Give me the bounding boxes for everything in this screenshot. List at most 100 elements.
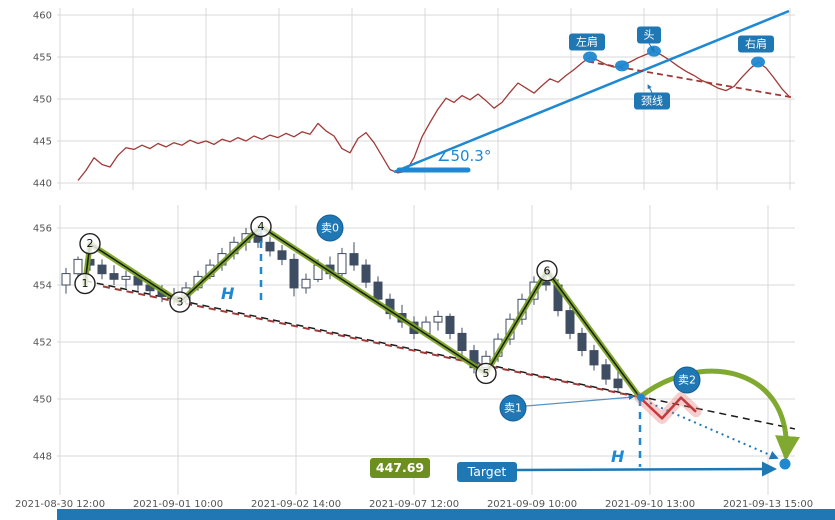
candle-body [361,264,371,283]
sell-1-marker-pointer [525,394,635,407]
head-label-pointer [648,43,655,52]
breakout-dot [637,393,645,402]
neckline-dashed-red [102,285,649,400]
y-tick-label: 450 [33,95,52,106]
neckline-label-text: 颈线 [641,94,663,108]
candle-body [373,281,383,300]
y-tick-label: 445 [33,137,52,148]
pivot-number: 1 [82,277,89,290]
projection-curve [637,368,800,461]
target-label: Target [457,462,517,482]
head-dot [647,45,661,57]
pivot-circle [250,215,272,238]
sell-1-marker-text: 卖1 [504,402,522,415]
y-tick-label: 448 [33,452,52,463]
y-tick-label: 450 [33,395,52,406]
pivot-circle [79,232,101,255]
bottom-panel: 2021-08-30 12:00 2021-09-01 10:00 2021-09-… [15,205,813,510]
right-shoulder-dot [751,56,765,68]
sell-0-marker: 卖0 [316,214,344,242]
pivot-number: 4 [258,220,265,233]
neckline-label: 颈线 [634,84,670,110]
candle-body [589,350,599,366]
zigzag-outer [82,223,643,401]
candle-body [289,258,299,289]
head-label-text: 头 [644,29,655,42]
candle-body [73,258,83,275]
candle-body [265,241,275,252]
measured-target-value: 447.69 [370,458,430,478]
y-tick-label: 440 [33,179,52,190]
sell-0-marker-circle [316,214,344,242]
right-shoulder-label: 右肩 [738,35,774,53]
candle-body [301,278,311,289]
pivot-number: 3 [177,296,184,309]
sell-1-marker-circle [499,394,527,422]
target-end-dot [779,458,791,470]
target-label-box [457,462,517,482]
uptrend-line [393,9,790,174]
candle-body [61,273,71,286]
sell-2-marker: 卖2 [673,366,701,394]
candle-body [613,378,623,389]
y-tick-label: 456 [33,224,52,235]
left-shoulder-label-text: 左肩 [576,35,598,49]
pivot-circle [74,272,96,295]
x-tick-label: 2021-09-01 10:00 [133,499,223,510]
pivot-4: 4 [250,215,272,238]
target-arrow [516,461,777,477]
y-tick-label: 460 [33,11,52,22]
pivot-2: 2 [79,232,101,255]
projection-dotted-arrow [649,402,779,460]
candle-body [97,264,107,275]
measured-target-value-box [370,458,430,478]
y-tick-label: 452 [33,338,52,349]
trough-dot [615,60,629,72]
target-label-text: Target [467,464,507,479]
pivot-6: 6 [536,260,558,282]
pivot-circle [169,291,191,313]
sell-2-marker-text: 卖2 [678,374,696,387]
candles [61,225,623,394]
range-slider[interactable] [57,509,835,520]
measured-target-value-text: 447.69 [376,460,424,475]
candle-body [601,364,611,380]
left-shoulder-dot [583,51,597,63]
neckline-label-box [634,92,670,110]
neckline-label-pointer [647,84,653,93]
h-measure-label: H [611,447,625,466]
x-tick-label: 2021-08-30 12:00 [15,499,105,510]
sell-2-marker-circle [673,366,701,394]
zigzag-inner [84,225,641,399]
pivot-1: 1 [74,272,96,295]
pivot-5: 5 [475,362,497,385]
candle-body [277,250,287,260]
top-grid [57,8,795,190]
candle-body [565,310,575,334]
pivot-circle [536,260,558,282]
breakout-zigzag [639,396,697,420]
candle-body [121,275,131,280]
candle-body [433,315,443,323]
bottom-grid [57,205,795,495]
candle-body [349,253,359,266]
pivot-number: 5 [483,367,490,380]
right-shoulder-label-box [738,35,774,53]
y-tick-label: 454 [33,281,52,292]
candle-body [337,253,347,275]
angle-label: ∠50.3° [437,147,491,165]
pivot-3: 3 [169,291,191,313]
price-line [77,50,791,181]
head-label-box [637,26,661,44]
x-tick-label: 2021-09-10 13:00 [605,499,695,510]
candle-body [445,315,455,334]
y-tick-label: 455 [33,53,52,64]
x-tick-label: 2021-09-07 12:00 [369,499,459,510]
x-tick-label: 2021-09-09 10:00 [487,499,577,510]
candle-body [577,332,587,351]
pivot-circle [475,362,497,385]
left-shoulder-label-box [569,33,605,51]
